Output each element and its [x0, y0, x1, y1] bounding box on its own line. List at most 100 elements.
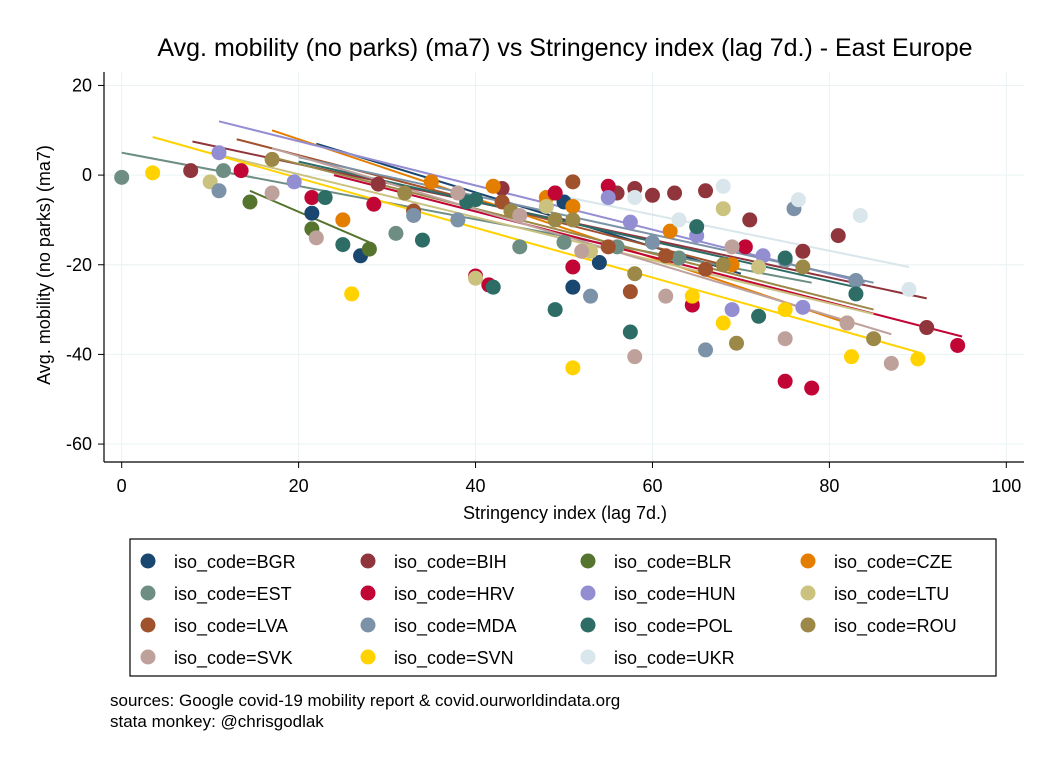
- legend-item-hun: iso_code=HUN: [580, 584, 736, 605]
- legend-item-cze: iso_code=CZE: [800, 552, 953, 573]
- data-point-rou: [627, 266, 643, 282]
- legend-item-rou: iso_code=ROU: [800, 616, 957, 637]
- fit-line-ukr: [546, 192, 910, 268]
- data-point-hrv: [777, 373, 793, 389]
- x-tick-label: 20: [289, 476, 309, 496]
- data-point-svk: [627, 349, 643, 365]
- legend-marker: [360, 649, 376, 665]
- legend-marker: [140, 585, 156, 601]
- legend-label: iso_code=HRV: [394, 584, 514, 605]
- data-point-hun: [211, 145, 227, 161]
- data-point-rou: [795, 259, 811, 275]
- data-point-lva: [622, 284, 638, 300]
- data-point-hrv: [600, 178, 616, 194]
- chart-title: Avg. mobility (no parks) (ma7) vs String…: [157, 34, 972, 62]
- data-point-svn: [344, 286, 360, 302]
- sources-note: sources: Google covid-19 mobility report…: [110, 691, 621, 710]
- x-tick-label: 100: [991, 476, 1021, 496]
- y-tick-label: 0: [82, 165, 92, 185]
- data-point-svk: [724, 239, 740, 255]
- data-point-hrv: [547, 185, 563, 201]
- data-point-ltu: [751, 259, 767, 275]
- data-point-svk: [658, 288, 674, 304]
- data-point-lva: [600, 239, 616, 255]
- data-point-svk: [839, 315, 855, 331]
- legend-marker: [580, 649, 596, 665]
- data-point-pol: [414, 232, 430, 248]
- legend-label: iso_code=ROU: [834, 616, 957, 637]
- legend-item-svk: iso_code=SVK: [140, 648, 293, 669]
- data-point-bgr: [304, 205, 320, 221]
- data-point-pol: [848, 286, 864, 302]
- data-point-rou: [547, 212, 563, 228]
- legend-box: [129, 538, 997, 677]
- data-point-bih: [644, 187, 660, 203]
- data-point-lva: [565, 174, 581, 190]
- data-point-hun: [600, 190, 616, 206]
- data-point-cze: [565, 198, 581, 214]
- data-point-svk: [264, 185, 280, 201]
- data-point-rou: [264, 151, 280, 167]
- data-point-bgr: [591, 255, 607, 271]
- legend-label: iso_code=EST: [174, 584, 292, 605]
- data-point-ukr: [671, 212, 687, 228]
- fit-line-svn: [152, 136, 919, 354]
- x-tick-label: 60: [642, 476, 662, 496]
- x-tick-label: 80: [819, 476, 839, 496]
- data-point-mda: [848, 272, 864, 288]
- data-point-svn: [145, 165, 161, 181]
- data-point-pol: [777, 250, 793, 266]
- data-point-ukr: [715, 178, 731, 194]
- legend-marker: [800, 617, 816, 633]
- data-point-ukr: [852, 207, 868, 223]
- gridlines: [104, 72, 1024, 462]
- legend-item-pol: iso_code=POL: [580, 616, 733, 637]
- data-point-mda: [211, 183, 227, 199]
- data-point-pol: [622, 324, 638, 340]
- legend-marker: [800, 585, 816, 601]
- y-axis-label: Avg. mobility (no parks) (ma7): [34, 145, 54, 385]
- legend-label: iso_code=LVA: [174, 616, 288, 637]
- data-point-lva: [698, 261, 714, 277]
- data-point-hun: [724, 302, 740, 318]
- data-point-blr: [361, 241, 377, 257]
- data-point-est: [671, 250, 687, 266]
- x-axis-label: Stringency index (lag 7d.): [463, 503, 667, 523]
- author-note: stata monkey: @chrisgodlak: [110, 712, 324, 731]
- data-point-ltu: [715, 201, 731, 217]
- data-point-hrv: [950, 337, 966, 353]
- legend-marker: [360, 585, 376, 601]
- legend-label: iso_code=HUN: [614, 584, 736, 605]
- legend-item-ukr: iso_code=UKR: [580, 648, 735, 669]
- legend-item-ltu: iso_code=LTU: [800, 584, 949, 605]
- y-tick-label: 20: [72, 75, 92, 95]
- legend-marker: [580, 553, 596, 569]
- legend-item-blr: iso_code=BLR: [580, 552, 732, 573]
- y-tick-label: -60: [66, 434, 92, 454]
- data-point-est: [114, 169, 130, 185]
- legend-label: iso_code=SVN: [394, 648, 514, 669]
- data-point-hrv: [304, 190, 320, 206]
- data-point-est: [388, 225, 404, 241]
- data-point-est: [215, 163, 231, 179]
- data-point-rou: [729, 335, 744, 351]
- legend-marker: [140, 617, 156, 633]
- data-point-pol: [317, 190, 333, 206]
- fit-line-mda: [298, 156, 874, 284]
- data-point-cze: [423, 174, 439, 190]
- data-point-pol: [689, 219, 705, 235]
- data-point-svk: [883, 355, 899, 371]
- fit-line-ltu: [209, 151, 874, 316]
- legend-label: iso_code=UKR: [614, 648, 735, 669]
- data-point-rou: [565, 212, 581, 228]
- legend-item-mda: iso_code=MDA: [360, 616, 517, 637]
- data-point-svk: [777, 331, 793, 347]
- legend-marker: [140, 649, 156, 665]
- data-point-hun: [622, 214, 638, 230]
- legend-label: iso_code=LTU: [834, 584, 949, 605]
- data-point-hrv: [233, 163, 249, 179]
- data-point-svn: [684, 288, 700, 304]
- data-point-pol: [335, 237, 351, 253]
- data-point-svn: [565, 360, 581, 376]
